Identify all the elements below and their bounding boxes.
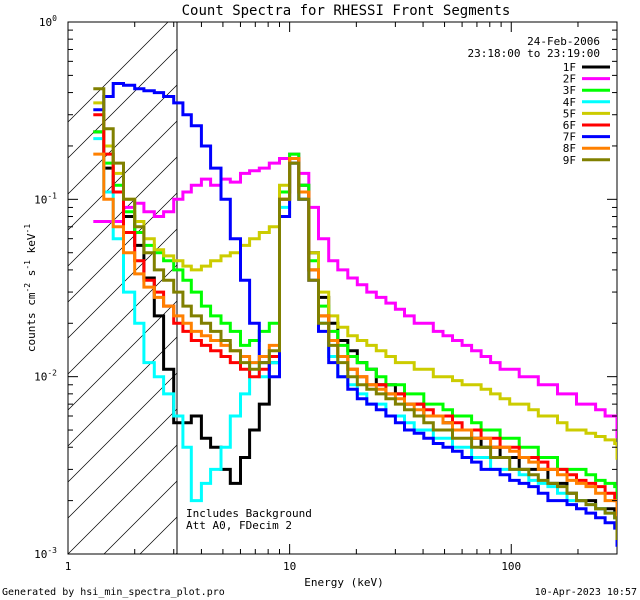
legend-label-7F: 7F: [563, 131, 576, 144]
series-layer: [93, 82, 617, 547]
footer-generator: Generated by hsi_min_spectra_plot.pro: [2, 587, 225, 598]
hatch-line: [68, 48, 177, 159]
annotation-background: Includes Background: [186, 507, 312, 520]
hatch-line: [68, 444, 177, 554]
chart-title: Count Spectra for RHESSI Front Segments: [182, 3, 511, 19]
series-line-3F: [93, 130, 617, 509]
hatch-line: [68, 228, 177, 339]
footer-timestamp: 10-Apr-2023 10:57: [535, 587, 637, 598]
y-tick-label: 100: [39, 14, 57, 29]
x-tick-label: 10: [283, 560, 296, 573]
plot-frame: [67, 21, 618, 555]
hatch-line: [68, 372, 177, 483]
legend-label-5F: 5F: [563, 107, 576, 120]
hatch-line: [68, 408, 177, 519]
time-range-label: 23:18:00 to 23:19:00: [468, 47, 600, 60]
series-line-7F: [93, 82, 617, 547]
legend-label-9F: 9F: [563, 154, 576, 167]
hatch-line: [68, 192, 177, 303]
y-tick-label: 10-1: [34, 191, 57, 206]
series-line-8F: [93, 152, 617, 518]
annotation-attenuator: Att A0, FDecim 2: [186, 519, 292, 532]
series-line-2F: [93, 152, 617, 439]
y-tick-label: 10-3: [34, 546, 57, 561]
legend-label-1F: 1F: [563, 61, 576, 74]
ticks-layer: 10 100 1 100 10-1 10-2 10-3: [34, 14, 618, 573]
x-tick-label: 100: [501, 560, 521, 573]
date-label: 24-Feb-2006: [527, 35, 600, 48]
y-tick-label: 10-2: [34, 369, 57, 384]
legend-label-2F: 2F: [563, 73, 576, 86]
legend-label-8F: 8F: [563, 142, 576, 155]
y-axis-label: counts cm-2 s-1 keV-1: [23, 224, 38, 352]
series-line-9F: [93, 87, 617, 540]
legend-label-6F: 6F: [563, 119, 576, 132]
legend-label-3F: 3F: [563, 84, 576, 97]
legend-label-4F: 4F: [563, 96, 576, 109]
x-axis-label: Energy (keV): [304, 576, 383, 589]
hatch-line: [68, 84, 177, 195]
x-tick-label: 1: [65, 560, 72, 573]
series-line-5F: [93, 101, 617, 460]
hatch-line: [68, 22, 169, 123]
